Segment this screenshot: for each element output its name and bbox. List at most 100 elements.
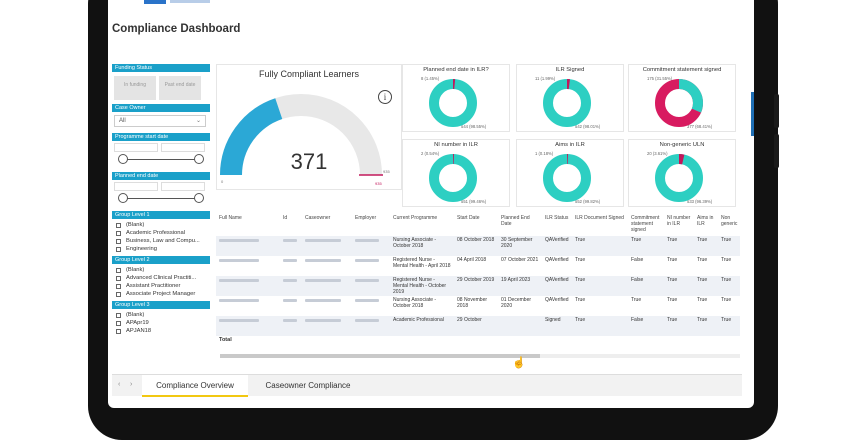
checkbox-label: Advanced Clinical Practiti...: [126, 275, 197, 281]
column-header[interactable]: Id: [283, 215, 288, 221]
start-date-input[interactable]: [114, 143, 158, 152]
logo: [144, 0, 166, 4]
filter-header: Programme start date: [112, 133, 210, 141]
donut-minor-slice[interactable]: [543, 154, 591, 202]
table-cell: [302, 256, 352, 276]
case-owner-dropdown[interactable]: All ⌄: [114, 115, 206, 127]
end-date-input[interactable]: [161, 143, 205, 152]
tile-past-end-date[interactable]: Past end date: [159, 76, 201, 100]
date-range-slider[interactable]: [118, 154, 204, 166]
column-header[interactable]: Full Name: [219, 215, 242, 221]
redacted-text: [219, 319, 259, 322]
checkbox-item[interactable]: (Blank): [116, 266, 210, 274]
table-cell: True: [694, 316, 718, 336]
donut-minor-slice[interactable]: [655, 154, 703, 202]
donut-major-slice[interactable]: [543, 79, 591, 127]
column-header[interactable]: Planned End Date: [501, 215, 530, 227]
start-date-input[interactable]: [114, 182, 158, 191]
column-header[interactable]: ILR Status: [545, 215, 569, 221]
slider-handle[interactable]: [118, 193, 128, 203]
checkbox-item[interactable]: (Blank): [116, 311, 210, 319]
checkbox[interactable]: [116, 320, 121, 326]
donut-major-slice[interactable]: [429, 79, 477, 127]
table-cell: True: [575, 257, 586, 263]
prev-page-icon[interactable]: ‹: [118, 381, 121, 388]
table-row[interactable]: Registered Nurse - Mental Health - April…: [216, 256, 740, 276]
column-header[interactable]: Caseowner: [305, 215, 331, 221]
end-date-input[interactable]: [161, 182, 205, 191]
checkbox[interactable]: [116, 246, 121, 252]
horizontal-scrollbar[interactable]: [220, 354, 740, 358]
column-header[interactable]: Commitment statement signed: [631, 215, 660, 233]
redacted-text: [219, 299, 259, 302]
checkbox-item[interactable]: Engineering: [116, 245, 210, 253]
touch-pointer-icon: ☝: [512, 357, 526, 369]
redacted-text: [305, 299, 341, 302]
tab-compliance-overview[interactable]: Compliance Overview: [142, 375, 248, 397]
table-cell: [216, 276, 280, 296]
checkbox-item[interactable]: Associate Project Manager: [116, 290, 210, 298]
column-header[interactable]: ILR Document Signed: [575, 215, 624, 221]
column-header[interactable]: Aims in ILR: [697, 215, 714, 227]
info-icon[interactable]: i: [378, 90, 392, 104]
donut-chart: [655, 79, 703, 127]
checkbox-item[interactable]: Business, Law and Compu...: [116, 237, 210, 245]
donut-minor-label: 8 (1.45%): [421, 76, 440, 81]
scrollbar-thumb[interactable]: [220, 354, 540, 358]
checkbox-item[interactable]: APApr19: [116, 319, 210, 327]
table-row[interactable]: Nursing Associate - October 2018 08 Novem…: [216, 296, 740, 316]
column-header[interactable]: Start Date: [457, 215, 480, 221]
checkbox[interactable]: [116, 267, 121, 273]
redacted-text: [283, 319, 297, 322]
donut-card: Commitment statement signed 175 (31.55%) 3…: [628, 64, 736, 132]
tab-caseowner-compliance[interactable]: Caseowner Compliance: [265, 381, 351, 390]
donut-minor-slice[interactable]: [429, 79, 477, 127]
checkbox-item[interactable]: APJAN18: [116, 327, 210, 335]
checkbox-item[interactable]: Academic Professional: [116, 229, 210, 237]
checkbox[interactable]: [116, 328, 121, 334]
column-header[interactable]: Non generic: [721, 215, 738, 227]
donut-title: Planned end date in ILR?: [423, 67, 489, 73]
donut-minor-slice[interactable]: [429, 154, 477, 202]
column-header[interactable]: NI number in ILR: [667, 215, 691, 227]
table-cell: [216, 316, 280, 336]
checkbox[interactable]: [116, 238, 121, 244]
checkbox[interactable]: [116, 222, 121, 228]
donut-major-slice[interactable]: [429, 154, 477, 202]
slider-handle[interactable]: [194, 154, 204, 164]
checkbox[interactable]: [116, 230, 121, 236]
donut-minor-slice[interactable]: [655, 79, 703, 127]
redacted-text: [283, 299, 297, 302]
donut-major-slice[interactable]: [543, 154, 591, 202]
checkbox[interactable]: [116, 275, 121, 281]
checkbox[interactable]: [116, 283, 121, 289]
slider-handle[interactable]: [194, 193, 204, 203]
donut-major-slice[interactable]: [655, 154, 703, 202]
column-header[interactable]: Employer: [355, 215, 377, 221]
next-page-icon[interactable]: ›: [130, 381, 133, 388]
gauge-value: 371: [290, 149, 328, 174]
checkbox-item[interactable]: (Blank): [116, 221, 210, 229]
filter-header: Group Level 3: [112, 301, 210, 309]
checkbox-item[interactable]: Advanced Clinical Practiti...: [116, 274, 210, 282]
date-range: [114, 182, 210, 191]
table-cell: True: [575, 297, 586, 303]
column-header[interactable]: Current Programme: [393, 215, 438, 221]
side-accent: [751, 92, 754, 136]
donut-minor-label: 11 (1.99%): [535, 76, 556, 81]
redacted-text: [305, 319, 341, 322]
redacted-text: [355, 319, 379, 322]
donut-title: Commitment statement signed: [642, 67, 722, 73]
checkbox[interactable]: [116, 291, 121, 297]
slider-handle[interactable]: [118, 154, 128, 164]
checkbox[interactable]: [116, 312, 121, 318]
table-cell: 19 April 2023: [498, 276, 542, 296]
tile-in-funding[interactable]: In funding: [114, 76, 156, 100]
date-range-slider[interactable]: [118, 193, 204, 205]
table-row[interactable]: Registered Nurse - Mental Health - Octob…: [216, 276, 740, 296]
table-row[interactable]: Academic Professional 29 October Signed Tru…: [216, 316, 740, 336]
redacted-text: [283, 239, 297, 242]
donut-minor-slice[interactable]: [543, 79, 591, 127]
checkbox-item[interactable]: Assistant Practitioner: [116, 282, 210, 290]
table-row[interactable]: Nursing Associate - October 2018 08 Octob…: [216, 236, 740, 256]
